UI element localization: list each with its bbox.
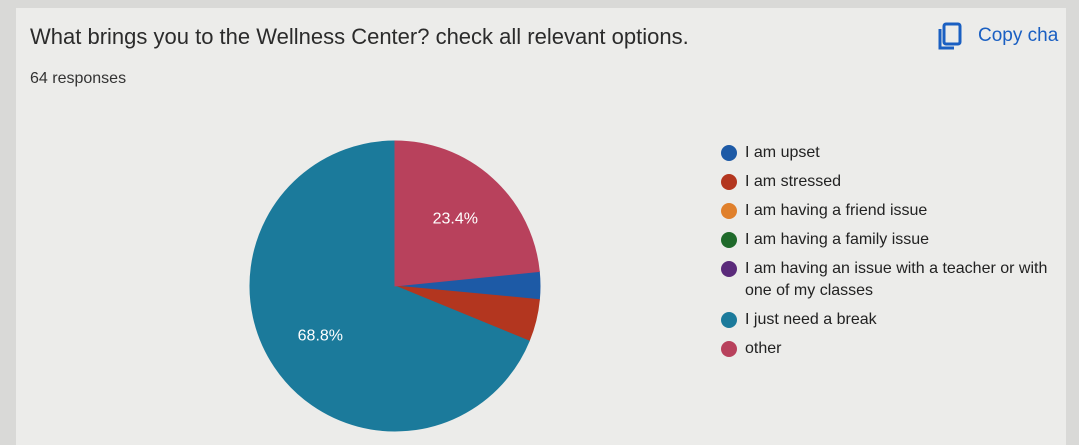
chart-title: What brings you to the Wellness Center? … xyxy=(30,24,689,49)
legend-label: other xyxy=(745,340,782,357)
slice-label: 68.8% xyxy=(298,327,343,344)
pie-slice xyxy=(394,140,540,287)
pie-chart: 68.8% 23.4% xyxy=(249,140,541,432)
legend: I am upset I am stressed I am having a fri… xyxy=(721,142,1051,367)
legend-swatch xyxy=(721,232,737,248)
legend-swatch xyxy=(721,261,737,277)
pie-slice xyxy=(249,140,530,432)
legend-item: I am upset xyxy=(721,142,1051,164)
legend-item: other xyxy=(721,338,1051,360)
copy-icon xyxy=(938,22,962,50)
legend-swatch xyxy=(721,312,737,328)
legend-item: I just need a break xyxy=(721,309,1051,331)
subtitle: 64 responses xyxy=(30,70,127,87)
legend-label: I am having an issue with a teacher or w… xyxy=(745,260,1048,299)
legend-label: I am having a friend issue xyxy=(745,202,928,219)
copy-label[interactable]: Copy cha xyxy=(978,25,1059,46)
legend-label: I am upset xyxy=(745,144,820,161)
legend-item: I am having an issue with a teacher or w… xyxy=(721,258,1051,302)
legend-label: I am stressed xyxy=(745,173,842,190)
legend-label: I just need a break xyxy=(745,311,877,328)
legend-swatch xyxy=(721,341,737,357)
slice-label: 23.4% xyxy=(433,211,478,228)
legend-item: I am having a family issue xyxy=(721,229,1051,251)
legend-swatch xyxy=(721,203,737,219)
legend-item: I am stressed xyxy=(721,171,1051,193)
legend-item: I am having a friend issue xyxy=(721,200,1051,222)
legend-label: I am having a family issue xyxy=(745,231,930,248)
card: What brings you to the Wellness Center? … xyxy=(16,8,1066,445)
copy-button[interactable]: Copy cha xyxy=(938,22,1066,50)
legend-swatch xyxy=(721,174,737,190)
legend-swatch xyxy=(721,145,737,161)
